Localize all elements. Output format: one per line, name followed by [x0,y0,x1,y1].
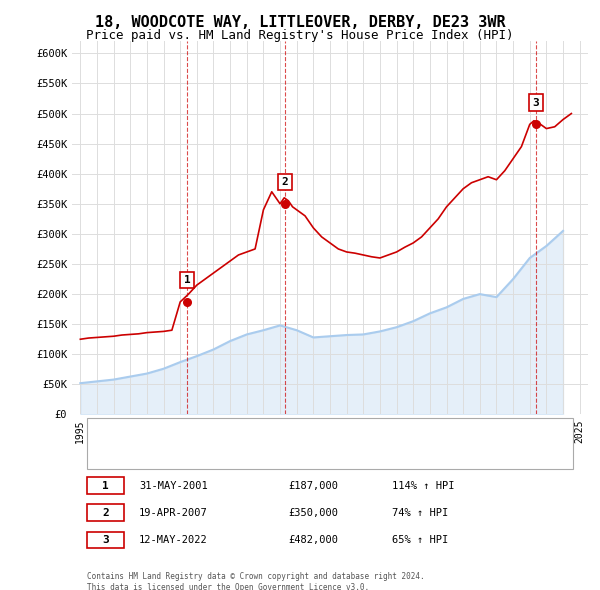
Text: Contains HM Land Registry data © Crown copyright and database right 2024.
This d: Contains HM Land Registry data © Crown c… [88,572,425,590]
Text: 2: 2 [102,508,109,518]
FancyBboxPatch shape [88,418,572,468]
Text: 65% ↑ HPI: 65% ↑ HPI [392,535,448,545]
Text: 74% ↑ HPI: 74% ↑ HPI [392,508,448,518]
Text: £482,000: £482,000 [289,535,339,545]
Text: 31-MAY-2001: 31-MAY-2001 [139,481,208,491]
Point [280,199,290,208]
Text: 1: 1 [102,481,109,491]
Text: £350,000: £350,000 [289,508,339,518]
Text: HPI: Average price, detached house, City of Derby: HPI: Average price, detached house, City… [139,457,403,467]
Text: 2: 2 [281,177,289,187]
FancyBboxPatch shape [88,477,124,494]
Text: 114% ↑ HPI: 114% ↑ HPI [392,481,454,491]
Text: 3: 3 [102,535,109,545]
Text: Price paid vs. HM Land Registry's House Price Index (HPI): Price paid vs. HM Land Registry's House … [86,30,514,42]
FancyBboxPatch shape [88,504,124,522]
Point [531,120,541,129]
Point [182,297,192,307]
FancyBboxPatch shape [88,532,124,549]
Text: 19-APR-2007: 19-APR-2007 [139,508,208,518]
Text: 1: 1 [184,275,191,285]
Text: 18, WOODCOTE WAY, LITTLEOVER, DERBY, DE23 3WR (detached house): 18, WOODCOTE WAY, LITTLEOVER, DERBY, DE2… [139,444,472,453]
Text: 3: 3 [533,97,539,107]
Text: 12-MAY-2022: 12-MAY-2022 [139,535,208,545]
Text: 18, WOODCOTE WAY, LITTLEOVER, DERBY, DE23 3WR: 18, WOODCOTE WAY, LITTLEOVER, DERBY, DE2… [95,15,505,30]
Text: £187,000: £187,000 [289,481,339,491]
